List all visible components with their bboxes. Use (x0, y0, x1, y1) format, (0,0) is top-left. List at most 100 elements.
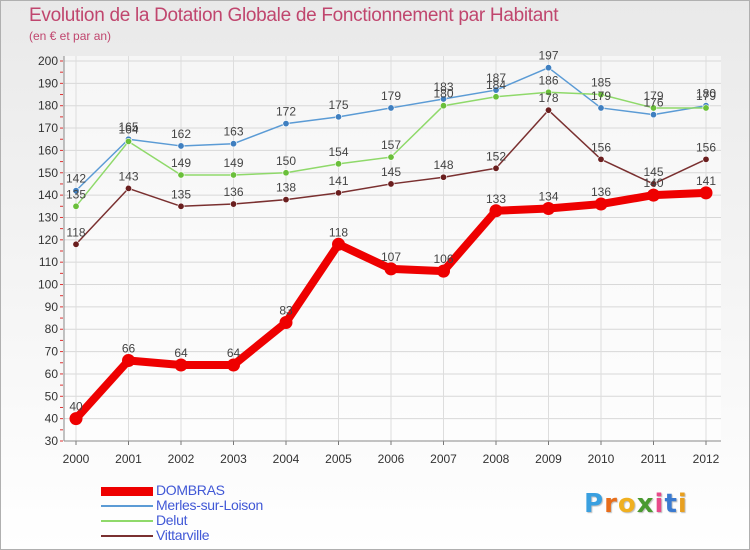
x-tick-label: 2002 (168, 452, 195, 466)
data-label-merles-sur-loison: 183 (433, 80, 453, 94)
x-tick-label: 2012 (693, 452, 720, 466)
data-point-vittarville (492, 164, 500, 172)
data-label-dombras: 136 (591, 185, 611, 199)
data-label-dombras: 106 (433, 252, 453, 266)
data-label-vittarville: 178 (538, 91, 558, 105)
y-tick-label: 150 (38, 166, 58, 180)
data-point-dombras (69, 412, 83, 426)
data-label-delut: 184 (486, 78, 506, 92)
data-label-delut: 149 (171, 156, 191, 170)
y-tick-label: 160 (38, 143, 58, 157)
data-point-dombras (437, 264, 450, 278)
data-label-delut: 157 (381, 138, 401, 152)
data-point-merles-sur-loison (387, 104, 395, 112)
data-point-delut (439, 102, 447, 110)
data-label-dombras: 140 (643, 176, 663, 190)
plot-area (64, 56, 721, 441)
data-point-dombras (594, 197, 608, 211)
y-tick-label: 180 (38, 99, 58, 113)
data-label-dombras: 133 (486, 192, 506, 206)
data-label-vittarville: 145 (381, 165, 401, 179)
data-point-vittarville (649, 180, 657, 188)
chart-subtitle: (en € et par an) (29, 29, 112, 43)
chart-title: Evolution de la Dotation Globale de Fonc… (29, 5, 559, 26)
data-point-delut (492, 93, 500, 101)
data-label-dombras: 64 (227, 346, 241, 360)
legend-swatch (101, 535, 153, 537)
data-label-merles-sur-loison: 187 (486, 71, 506, 85)
data-label-delut: 185 (591, 76, 611, 90)
x-tick-label: 2006 (378, 452, 405, 466)
data-label-dombras: 40 (69, 400, 83, 414)
data-label-merles-sur-loison: 165 (118, 120, 138, 134)
data-point-delut (72, 202, 80, 210)
data-point-dombras (332, 237, 345, 251)
data-point-vittarville (387, 180, 395, 188)
data-label-delut: 154 (328, 145, 348, 159)
data-point-vittarville (597, 155, 605, 163)
y-tick-label: 200 (38, 54, 58, 68)
data-label-delut: 180 (433, 87, 453, 101)
data-label-merles-sur-loison: 179 (381, 89, 401, 103)
data-label-merles-sur-loison: 175 (328, 98, 348, 112)
data-label-merles-sur-loison: 172 (276, 105, 296, 119)
data-point-dombras (699, 186, 713, 200)
data-label-delut: 149 (223, 156, 243, 170)
data-point-vittarville (439, 173, 447, 181)
data-point-vittarville (334, 189, 342, 197)
data-point-dombras (227, 358, 240, 372)
data-point-vittarville (177, 202, 185, 210)
data-point-dombras (122, 354, 135, 368)
data-point-merles-sur-loison (177, 142, 185, 150)
data-label-dombras: 134 (538, 190, 558, 204)
data-point-vittarville (702, 155, 710, 163)
data-label-vittarville: 152 (486, 149, 506, 163)
y-tick-label: 100 (38, 278, 58, 292)
y-tick-label: 170 (38, 121, 58, 135)
data-point-delut (702, 104, 710, 112)
data-point-vittarville (125, 184, 133, 192)
data-point-delut (177, 171, 185, 179)
y-tick-label: 80 (45, 322, 59, 336)
data-point-merles-sur-loison (72, 187, 80, 195)
legend-swatch (101, 505, 153, 507)
data-point-dombras (542, 202, 555, 216)
x-tick-label: 2003 (220, 452, 247, 466)
data-label-vittarville: 136 (223, 185, 243, 199)
legend-swatch (101, 486, 153, 496)
data-label-delut: 135 (66, 187, 86, 201)
data-label-dombras: 66 (122, 342, 136, 356)
data-label-vittarville: 118 (66, 225, 85, 239)
y-tick-label: 110 (39, 255, 58, 269)
data-point-delut (125, 137, 133, 145)
data-point-delut (544, 88, 552, 96)
data-label-vittarville: 138 (276, 181, 296, 195)
data-point-vittarville (72, 240, 80, 248)
data-point-dombras (489, 204, 503, 218)
data-label-vittarville: 156 (591, 140, 611, 154)
legend-label: Delut (156, 512, 188, 528)
data-label-delut: 179 (643, 89, 663, 103)
x-tick-label: 2007 (430, 452, 457, 466)
data-label-merles-sur-loison: 162 (171, 127, 191, 141)
data-point-merles-sur-loison (439, 95, 447, 103)
data-point-dombras (279, 316, 293, 330)
x-tick-label: 2009 (535, 452, 562, 466)
legend-label: DOMBRAS (156, 482, 225, 498)
x-tick-label: 2004 (273, 452, 300, 466)
data-point-dombras (384, 262, 398, 276)
data-label-merles-sur-loison: 197 (538, 49, 558, 63)
legend-swatch (101, 520, 153, 522)
data-label-merles-sur-loison: 179 (591, 89, 611, 103)
proxiti-logo: Proxiti (584, 489, 688, 519)
data-point-merles-sur-loison (334, 113, 342, 121)
data-label-vittarville: 141 (328, 174, 348, 188)
y-tick-label: 120 (38, 233, 58, 247)
data-point-dombras (174, 358, 188, 372)
x-tick-label: 2001 (115, 452, 142, 466)
data-point-delut (597, 91, 605, 99)
x-tick-label: 2000 (63, 452, 90, 466)
y-tick-label: 70 (45, 345, 59, 359)
